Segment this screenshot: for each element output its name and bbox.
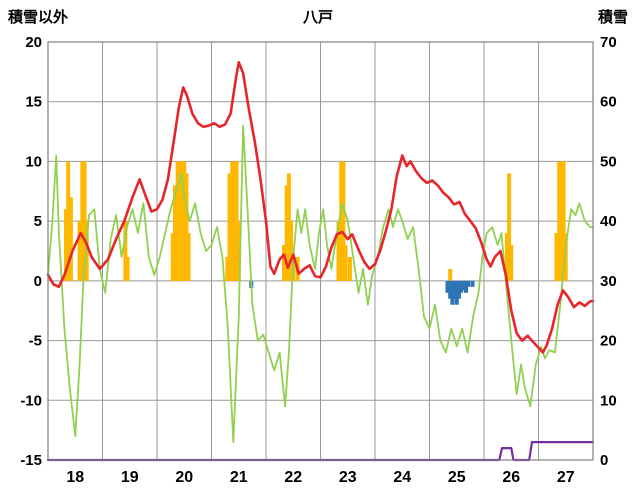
axis-tick-label: 40 <box>600 213 617 230</box>
orange-bars-bar <box>504 233 509 281</box>
orange-bars-bar <box>80 161 85 281</box>
orange-bars-bar <box>347 256 352 281</box>
chart-title: 八戸 <box>302 9 333 26</box>
orange-bars-bar <box>289 221 294 281</box>
blue-bars-bar <box>452 280 457 299</box>
orange-bars-bar <box>170 233 175 281</box>
axis-tick-label: 22 <box>284 469 302 486</box>
axis-tick-label: 18 <box>66 469 84 486</box>
axis-tick-label: 30 <box>600 273 617 290</box>
axis-tick-label: 60 <box>600 94 617 111</box>
right-axis-title: 積雪 <box>597 9 628 26</box>
left-axis-title: 積雪以外 <box>8 9 69 26</box>
red-line <box>46 60 595 354</box>
orange-bars-bar <box>341 161 346 281</box>
axis-tick-label: 27 <box>557 469 575 486</box>
axis-tick-label: -5 <box>29 333 42 350</box>
axis-tick-label: 50 <box>600 153 617 170</box>
axis-tick-label: 19 <box>121 469 139 486</box>
axis-tick-label: -10 <box>20 392 42 409</box>
orange-bars-bar <box>230 161 235 281</box>
axis-tick-label: 23 <box>339 469 357 486</box>
orange-bars-bar <box>448 268 453 281</box>
orange-bars-bar <box>172 185 177 281</box>
axis-tick-label: 21 <box>230 469 248 486</box>
blue-bars-bar <box>456 280 461 299</box>
orange-bars-bar <box>225 256 230 281</box>
axis-tick-label: 5 <box>34 213 42 230</box>
orange-bars-bar <box>66 161 71 281</box>
orange-bars-bar <box>177 161 182 281</box>
blue-bars-bar <box>459 280 464 293</box>
orange-bars-bar <box>180 161 185 281</box>
orange-bars-bar <box>507 173 512 281</box>
orange-bars-bar <box>77 221 82 281</box>
blue-bars-bar <box>445 280 450 293</box>
blue-bars-bar <box>470 280 475 287</box>
orange-bars-bar <box>63 209 68 281</box>
purple-line <box>46 441 595 462</box>
orange-bars-bar <box>509 245 514 281</box>
orange-bars-bar <box>236 221 241 281</box>
orange-bars-bar <box>182 161 187 281</box>
orange-bars-bar <box>82 161 87 281</box>
orange-bars-bar <box>227 173 232 281</box>
axis-tick-label: 26 <box>502 469 520 486</box>
blue-bars-bar <box>450 280 455 305</box>
blue-bars-bar <box>448 280 453 299</box>
orange-bars-bar <box>563 233 568 281</box>
orange-bars-bar <box>561 161 566 281</box>
orange-bars-bar <box>554 233 559 281</box>
blue-bars-bar <box>461 280 466 291</box>
orange-bars-bar <box>125 256 130 281</box>
orange-bars-bar <box>336 221 341 281</box>
axis-tick-label: 10 <box>25 153 42 170</box>
orange-bars-bar <box>186 233 191 281</box>
blue-bars-bar <box>464 280 469 293</box>
blue-bars-bar <box>466 280 471 287</box>
axis-tick-label: 20 <box>25 34 42 51</box>
axis-tick-label: 70 <box>600 34 617 51</box>
axis-tick-label: 10 <box>600 392 617 409</box>
axis-tick-label: 20 <box>175 469 193 486</box>
orange-bars-bar <box>68 197 73 281</box>
orange-bars-bar <box>281 245 286 281</box>
orange-bars-bar <box>343 245 348 281</box>
blue-bars-bar <box>454 280 459 305</box>
orange-bars-bar <box>559 161 564 281</box>
orange-bars-bar <box>232 161 237 281</box>
orange-bars-bar <box>284 185 289 281</box>
axis-tick-label: 15 <box>25 94 42 111</box>
orange-bars-bar <box>175 161 180 281</box>
axis-tick-label: 0 <box>34 273 42 290</box>
orange-bars-bar <box>184 173 189 281</box>
orange-bars-bar <box>234 161 239 281</box>
axis-tick-label: 0 <box>600 452 608 469</box>
orange-bars-bar <box>557 161 562 281</box>
orange-bars-bar <box>286 173 291 281</box>
axis-tick-label: 24 <box>393 469 411 486</box>
axis-tick-label: 20 <box>600 333 617 350</box>
orange-bars-bar <box>339 161 344 281</box>
axis-tick-label: 25 <box>448 469 466 486</box>
axis-tick-label: -15 <box>20 452 42 469</box>
orange-bars-bar <box>123 221 128 281</box>
